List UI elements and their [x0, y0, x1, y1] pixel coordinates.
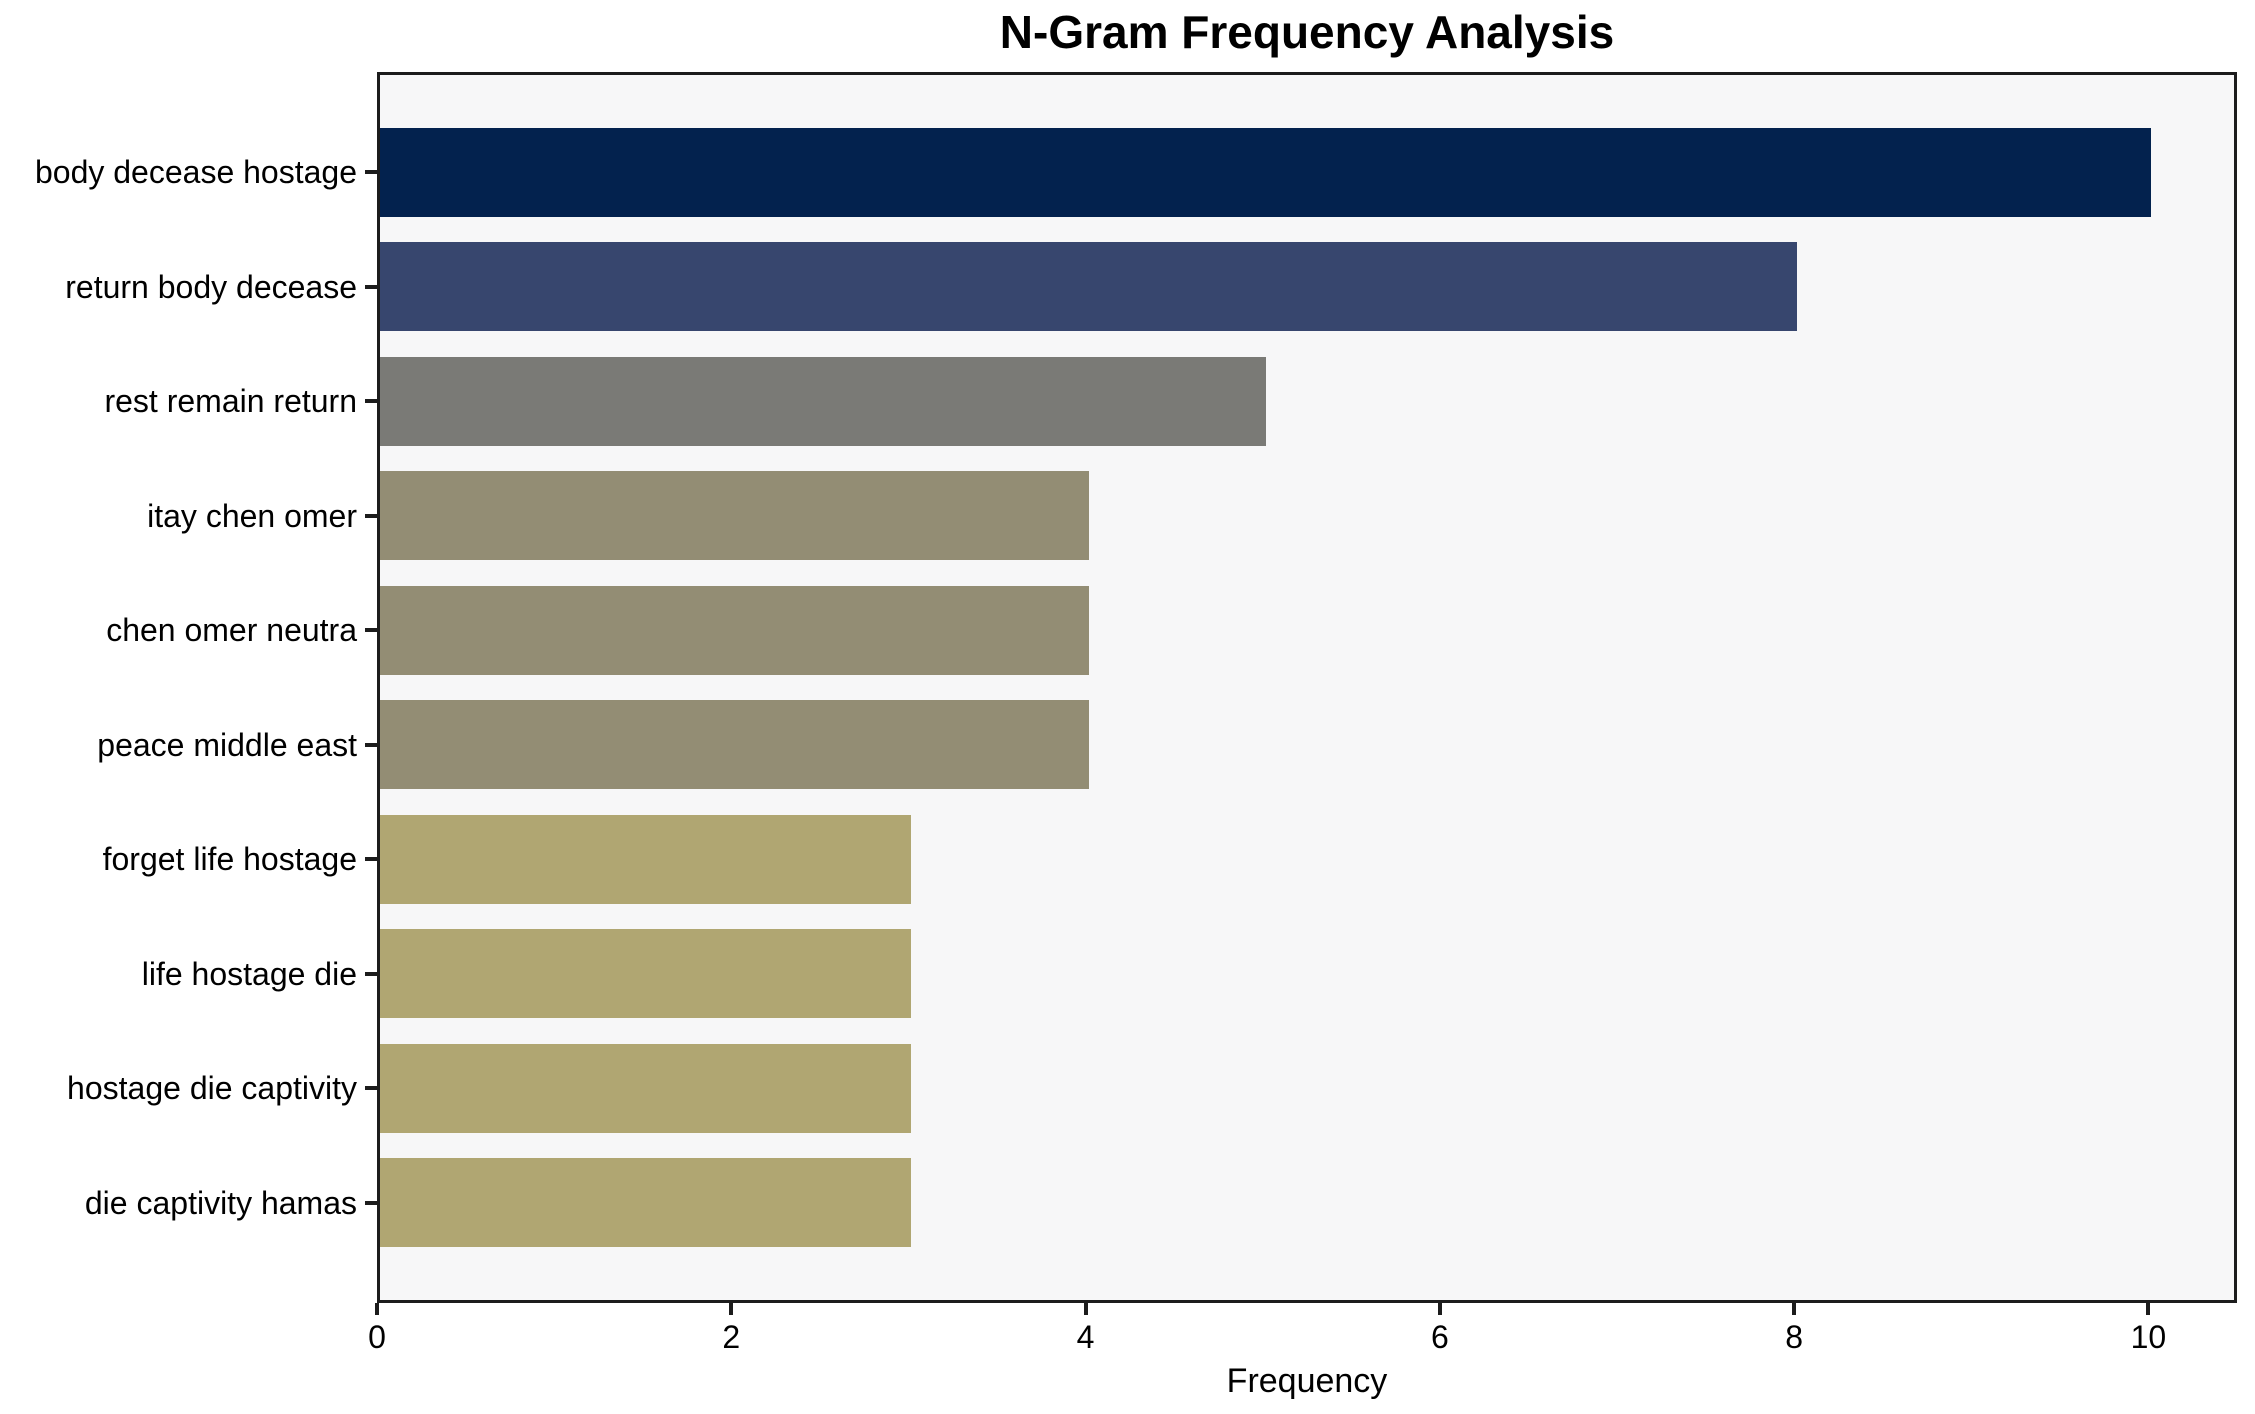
x-tick-label: 4	[1076, 1319, 1095, 1355]
y-tick-mark	[365, 284, 377, 289]
y-tick-label: peace middle east	[97, 726, 357, 763]
bar	[380, 1043, 912, 1133]
bar	[380, 471, 1089, 560]
y-tick-mark	[365, 513, 377, 518]
x-tick-label: 2	[722, 1319, 741, 1355]
bar	[380, 585, 1089, 675]
x-tick-label: 8	[1785, 1319, 1804, 1355]
chart-title: N-Gram Frequency Analysis	[999, 6, 1615, 58]
x-tick-mark	[1437, 1303, 1442, 1315]
x-tick-mark	[1792, 1303, 1797, 1315]
y-tick-label: body decease hostage	[34, 154, 357, 190]
x-tick-mark	[729, 1303, 734, 1315]
y-tick-mark	[365, 1200, 377, 1205]
y-tick-mark	[365, 971, 377, 976]
plot-area	[377, 72, 2237, 1303]
y-tick-label: forget life hostage	[102, 841, 357, 877]
x-tick-mark	[1083, 1303, 1088, 1315]
x-tick-label: 0	[368, 1319, 386, 1355]
bar	[380, 127, 2152, 217]
y-tick-label: life hostage die	[141, 955, 357, 992]
y-tick-mark	[365, 1086, 377, 1090]
y-tick-mark	[365, 170, 377, 174]
y-tick-mark	[365, 628, 377, 632]
bar	[380, 814, 912, 904]
y-tick-mark	[365, 857, 377, 861]
y-tick-label: die captivity hamas	[84, 1184, 357, 1221]
x-tick-mark	[2146, 1303, 2151, 1315]
x-tick-label: 10	[2130, 1319, 2167, 1355]
bar	[380, 242, 1798, 331]
bar	[380, 700, 1089, 789]
y-tick-label: rest remain return	[104, 383, 357, 419]
x-tick-label: 6	[1430, 1319, 1449, 1355]
bar	[380, 356, 1266, 446]
y-tick-label: itay chen omer	[147, 497, 357, 534]
x-tick-mark	[375, 1303, 379, 1315]
y-tick-label: hostage die captivity	[67, 1070, 357, 1106]
bar	[380, 1158, 912, 1247]
x-axis-label: Frequency	[1226, 1362, 1388, 1400]
y-tick-mark	[365, 399, 377, 403]
y-tick-mark	[365, 742, 377, 747]
y-tick-label: chen omer neutra	[106, 612, 357, 648]
y-tick-label: return body decease	[65, 268, 357, 305]
bar	[380, 929, 912, 1018]
